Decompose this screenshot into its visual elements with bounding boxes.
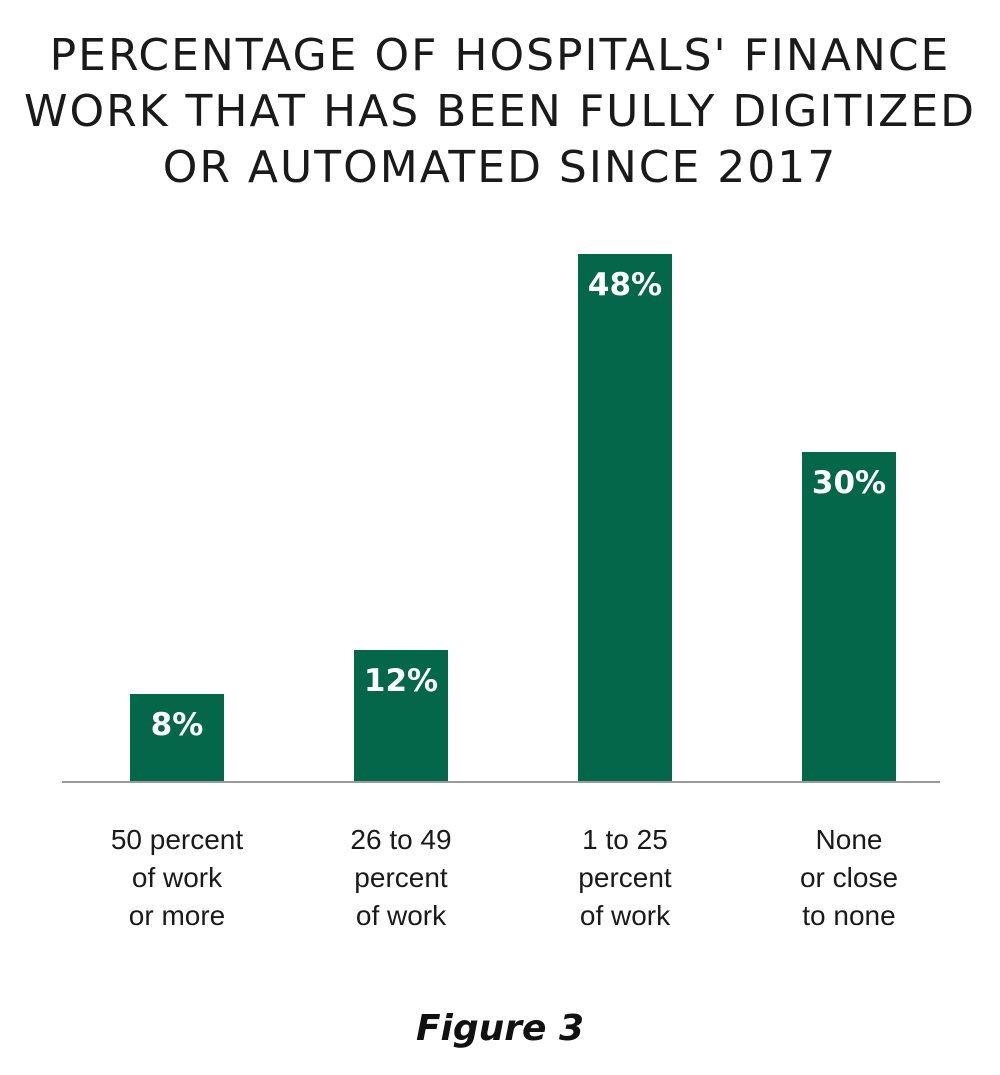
bar-value-label-4: 30% [812, 465, 886, 501]
category-label-3-line-3: of work [580, 900, 671, 931]
category-label-4-line-1: None [816, 824, 883, 855]
chart-title: PERCENTAGE OF HOSPITALS' FINANCE WORK TH… [0, 28, 1000, 196]
chart-title-line-2: WORK THAT HAS BEEN FULLY DIGITIZED [23, 86, 977, 137]
category-label-2-line-1: 26 to 49 [350, 824, 451, 855]
bar-4 [802, 452, 896, 782]
bar-value-label-3: 48% [588, 267, 662, 303]
chart-title-line-1: PERCENTAGE OF HOSPITALS' FINANCE [49, 30, 951, 81]
category-label-1-line-1: 50 percent [111, 824, 244, 855]
bar-value-label-1: 8% [151, 707, 204, 743]
category-label-4-line-2: or close [800, 862, 898, 893]
bar-1 [130, 694, 224, 782]
category-label-2-line-3: of work [356, 900, 447, 931]
category-label-1-line-2: of work [132, 862, 223, 893]
bar-3 [578, 254, 672, 782]
figure-caption: Figure 3 [415, 1008, 585, 1049]
bar-value-label-2: 12% [364, 663, 438, 699]
bars-layer [130, 254, 896, 782]
bar-2 [354, 650, 448, 782]
category-label-4-line-3: to none [802, 900, 895, 931]
category-label-3-line-1: 1 to 25 [582, 824, 668, 855]
labels-layer: 8% 50 percent of work or more 12% 26 to 49 per… [111, 267, 898, 931]
category-label-1-line-3: or more [129, 900, 225, 931]
chart-title-line-3: OR AUTOMATED SINCE 2017 [162, 142, 838, 193]
category-label-2-line-2: percent [354, 862, 448, 893]
category-label-3-line-2: percent [578, 862, 672, 893]
